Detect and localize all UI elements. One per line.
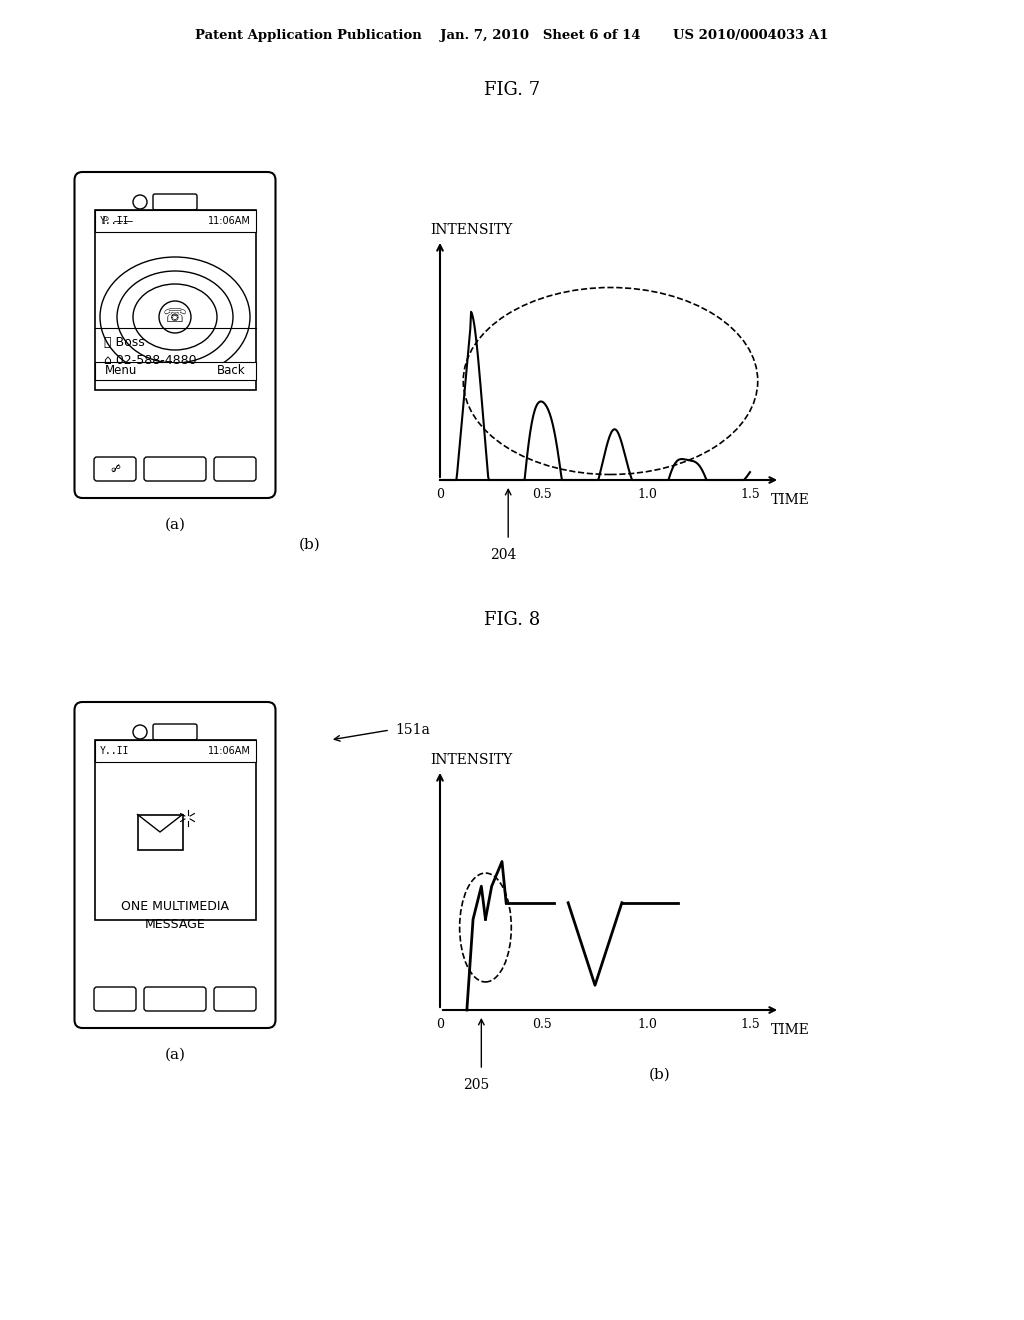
FancyBboxPatch shape <box>75 702 275 1028</box>
FancyBboxPatch shape <box>75 172 275 498</box>
Text: 204: 204 <box>490 548 516 562</box>
FancyBboxPatch shape <box>94 362 256 380</box>
Text: 0: 0 <box>436 1019 444 1031</box>
Text: INTENSITY: INTENSITY <box>430 752 512 767</box>
Text: Menu: Menu <box>104 364 137 378</box>
Text: (b): (b) <box>299 539 321 552</box>
Text: FIG. 8: FIG. 8 <box>484 611 540 630</box>
Text: 1.5: 1.5 <box>740 488 760 502</box>
FancyBboxPatch shape <box>94 210 256 232</box>
Text: Patent Application Publication    Jan. 7, 2010   Sheet 6 of 14       US 2010/000: Patent Application Publication Jan. 7, 2… <box>196 29 828 41</box>
Text: ℙ ——: ℙ —— <box>102 216 134 226</box>
Text: ⚿ Boss: ⚿ Boss <box>104 335 145 348</box>
Text: TIME: TIME <box>771 1023 809 1038</box>
FancyBboxPatch shape <box>94 987 136 1011</box>
Text: ONE MULTIMEDIA: ONE MULTIMEDIA <box>121 900 229 913</box>
Text: (a): (a) <box>165 1048 185 1063</box>
FancyBboxPatch shape <box>94 741 256 762</box>
Text: MESSAGE: MESSAGE <box>144 919 206 932</box>
Text: (a): (a) <box>165 517 185 532</box>
Text: 1.0: 1.0 <box>638 488 657 502</box>
Text: 151a: 151a <box>395 723 430 737</box>
FancyBboxPatch shape <box>214 987 256 1011</box>
Text: (b): (b) <box>649 1068 671 1082</box>
Text: 11:06AM: 11:06AM <box>208 216 251 226</box>
Text: ☍̸: ☍̸ <box>110 465 120 474</box>
Text: INTENSITY: INTENSITY <box>430 223 512 238</box>
Text: 1.5: 1.5 <box>740 1019 760 1031</box>
Text: FIG. 7: FIG. 7 <box>484 81 540 99</box>
Text: Back: Back <box>217 364 246 378</box>
FancyBboxPatch shape <box>94 457 136 480</box>
FancyBboxPatch shape <box>94 741 256 920</box>
FancyBboxPatch shape <box>153 723 197 741</box>
Text: TIME: TIME <box>771 492 809 507</box>
Text: 11:06AM: 11:06AM <box>208 746 251 756</box>
Text: 0.5: 0.5 <box>532 488 552 502</box>
Text: ☏: ☏ <box>163 308 187 326</box>
FancyBboxPatch shape <box>94 210 256 389</box>
Text: 0.5: 0.5 <box>532 1019 552 1031</box>
Text: 0: 0 <box>436 488 444 502</box>
FancyBboxPatch shape <box>214 457 256 480</box>
Text: 205: 205 <box>463 1078 489 1092</box>
Text: Y..II: Y..II <box>99 746 129 756</box>
FancyBboxPatch shape <box>153 194 197 210</box>
FancyBboxPatch shape <box>144 457 206 480</box>
FancyBboxPatch shape <box>144 987 206 1011</box>
Text: ⌂ 02-588-4880: ⌂ 02-588-4880 <box>104 354 198 367</box>
Text: Y..II: Y..II <box>99 216 129 226</box>
Text: 1.0: 1.0 <box>638 1019 657 1031</box>
